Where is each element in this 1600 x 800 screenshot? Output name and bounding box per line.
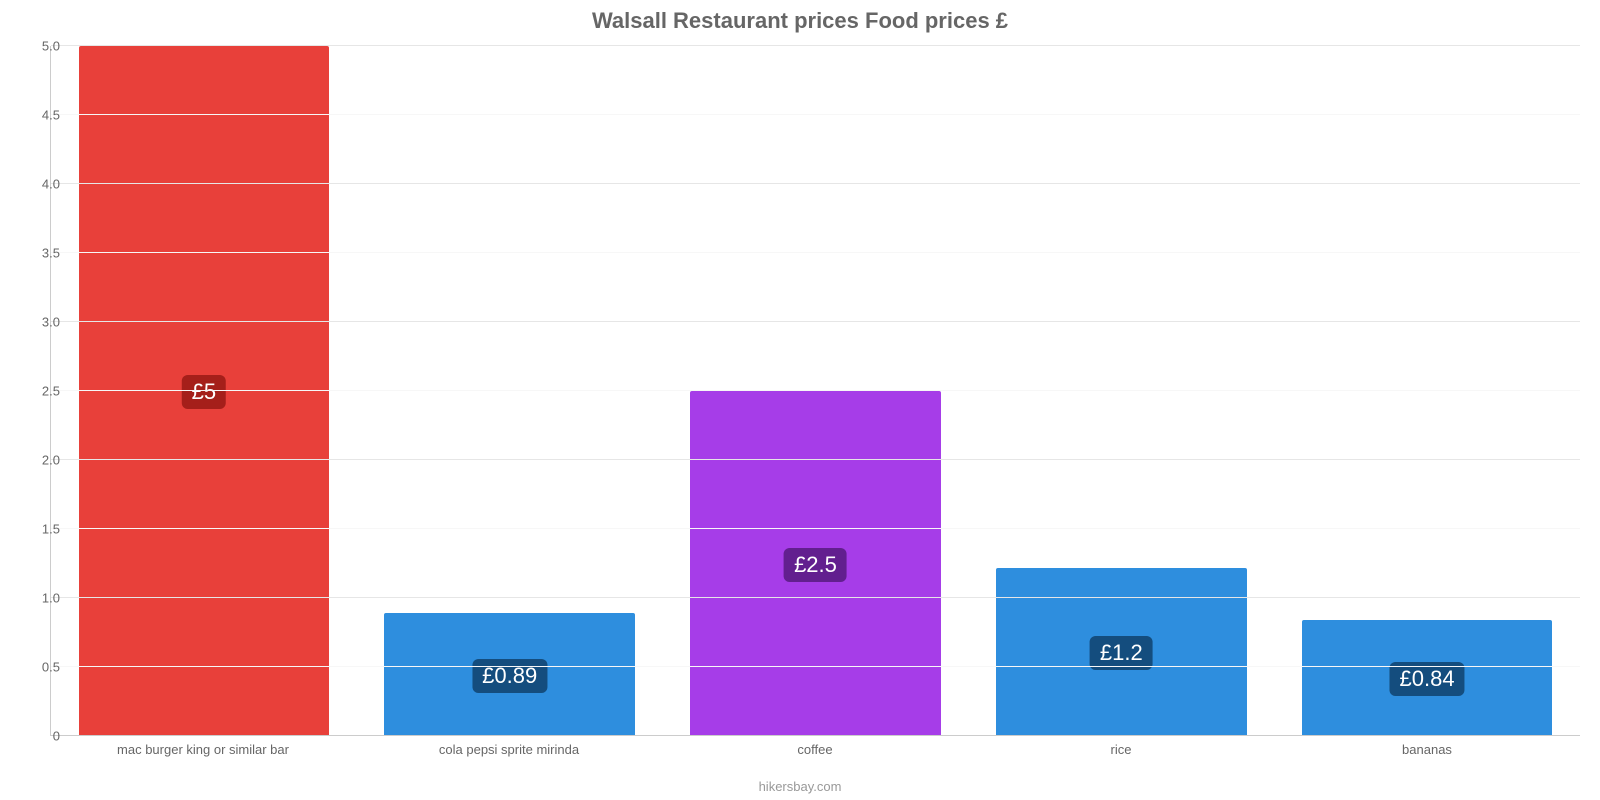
bar: £1.2 bbox=[996, 568, 1247, 736]
x-tick-label: mac burger king or similar bar bbox=[117, 742, 289, 757]
y-tick-label: 4.0 bbox=[20, 177, 60, 192]
value-badge: £0.84 bbox=[1390, 662, 1465, 696]
gridline bbox=[51, 528, 1580, 529]
value-badge: £2.5 bbox=[784, 548, 847, 582]
gridline bbox=[51, 390, 1580, 391]
bar-slot: £5 bbox=[51, 46, 357, 736]
bar-slot: £0.89 bbox=[357, 46, 663, 736]
gridline bbox=[51, 666, 1580, 667]
y-tick-label: 3.5 bbox=[20, 246, 60, 261]
gridline bbox=[51, 114, 1580, 115]
y-tick-label: 3.0 bbox=[20, 315, 60, 330]
gridline bbox=[51, 597, 1580, 598]
bar-slot: £0.84 bbox=[1274, 46, 1580, 736]
x-tick-label: rice bbox=[1111, 742, 1132, 757]
gridline bbox=[51, 735, 1580, 736]
bar-slot: £1.2 bbox=[968, 46, 1274, 736]
bar: £2.5 bbox=[690, 391, 941, 736]
chart-title: Walsall Restaurant prices Food prices £ bbox=[0, 8, 1600, 34]
x-tick-label: cola pepsi sprite mirinda bbox=[439, 742, 579, 757]
gridline bbox=[51, 183, 1580, 184]
value-badge: £1.2 bbox=[1090, 636, 1153, 670]
y-tick-label: 0 bbox=[20, 729, 60, 744]
value-badge: £5 bbox=[182, 375, 226, 409]
y-tick-label: 4.5 bbox=[20, 108, 60, 123]
y-tick-label: 5.0 bbox=[20, 39, 60, 54]
bar: £5 bbox=[79, 46, 330, 736]
bar: £0.89 bbox=[384, 613, 635, 736]
gridline bbox=[51, 321, 1580, 322]
x-tick-label: bananas bbox=[1402, 742, 1452, 757]
bars-container: £5 £0.89 £2.5 £1.2 £0.84 bbox=[51, 46, 1580, 736]
gridline bbox=[51, 459, 1580, 460]
y-tick-label: 2.5 bbox=[20, 384, 60, 399]
y-tick-label: 2.0 bbox=[20, 453, 60, 468]
y-tick-label: 1.0 bbox=[20, 591, 60, 606]
gridline bbox=[51, 252, 1580, 253]
y-tick-label: 1.5 bbox=[20, 522, 60, 537]
x-tick-label: coffee bbox=[797, 742, 832, 757]
y-tick-label: 0.5 bbox=[20, 660, 60, 675]
value-badge: £0.89 bbox=[472, 659, 547, 693]
gridline bbox=[51, 45, 1580, 46]
bar-slot: £2.5 bbox=[663, 46, 969, 736]
price-bar-chart: Walsall Restaurant prices Food prices £ … bbox=[0, 0, 1600, 800]
bar: £0.84 bbox=[1302, 620, 1553, 736]
chart-source-footer: hikersbay.com bbox=[0, 779, 1600, 794]
plot-area: £5 £0.89 £2.5 £1.2 £0.84 bbox=[50, 46, 1580, 736]
